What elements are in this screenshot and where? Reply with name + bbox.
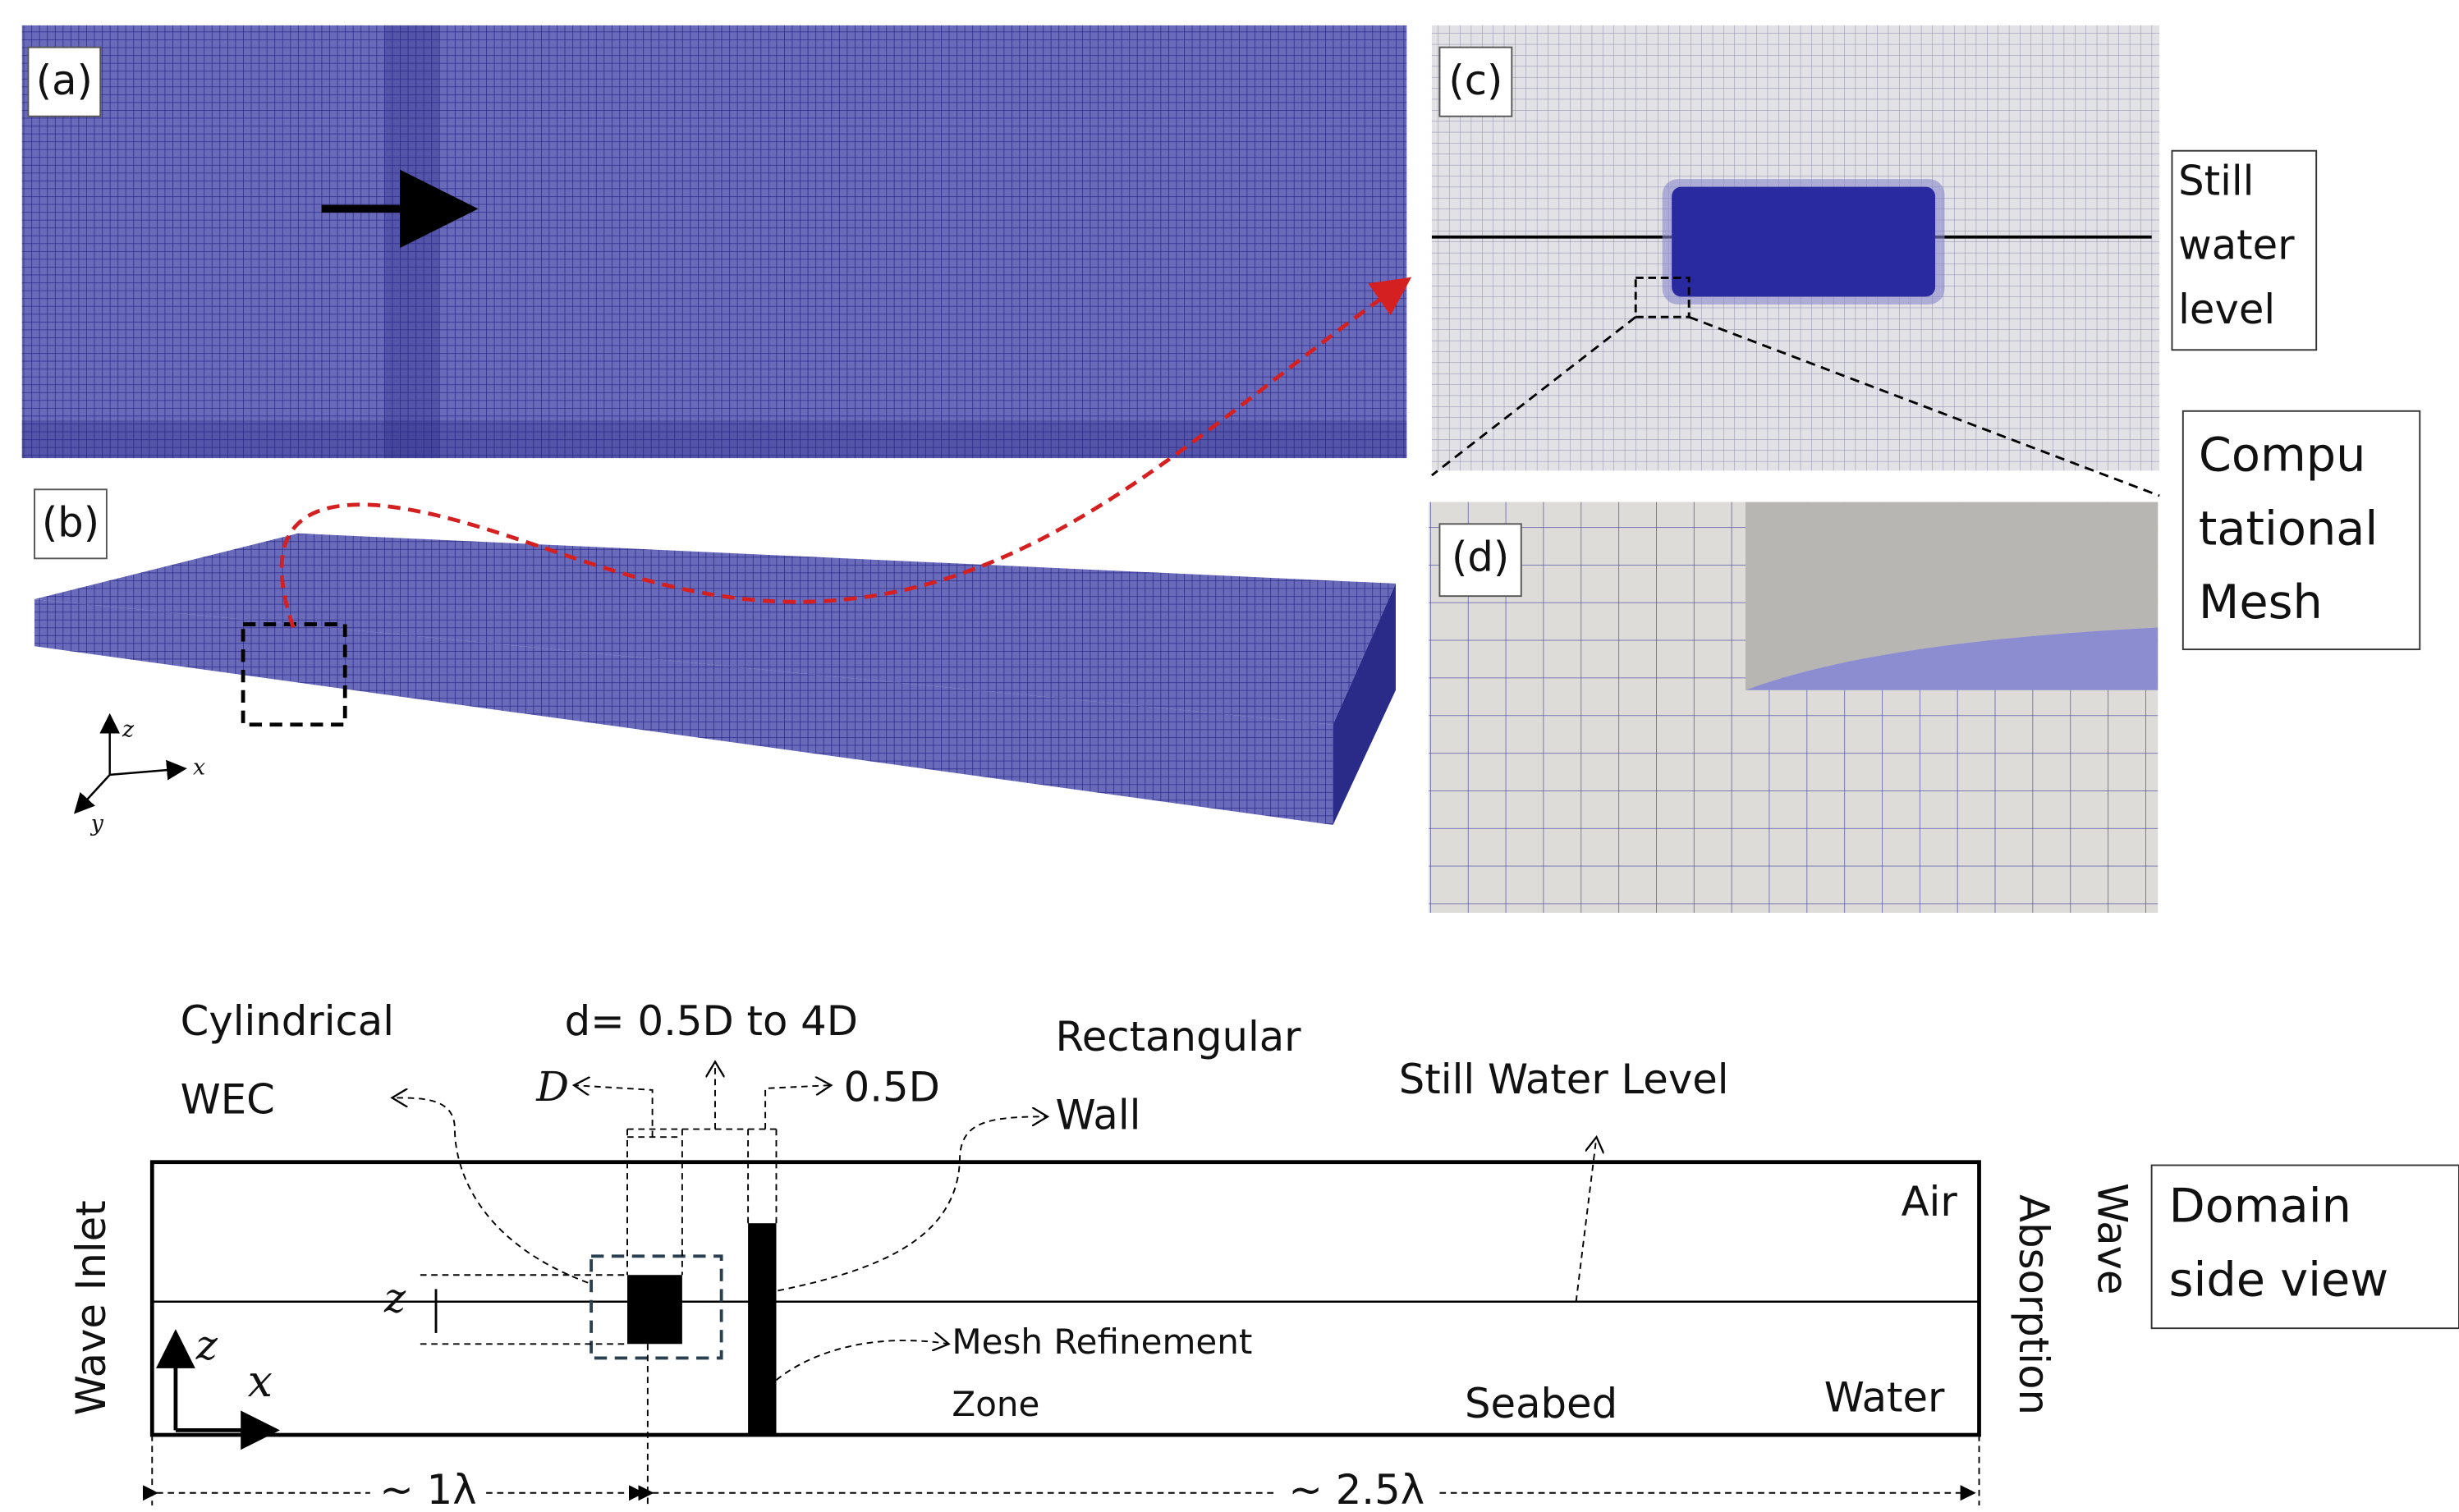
caption-line: Mesh xyxy=(2199,575,2323,630)
annotation: Water xyxy=(1824,1374,1945,1422)
annotation: Rectangular xyxy=(1055,1013,1301,1061)
wec-body xyxy=(1672,187,1935,297)
domain xyxy=(152,1162,1979,1435)
axis-label: x xyxy=(248,1355,273,1407)
figure: (a) (b) z x y (c) Still water level (d) … xyxy=(0,0,2459,1512)
panel-label: (b) xyxy=(42,499,99,547)
annotation: Wave Inlet xyxy=(67,1200,115,1415)
panel-label: (d) xyxy=(1452,534,1509,581)
annotation: Still Water Level xyxy=(1399,1056,1729,1103)
panel-label: (c) xyxy=(1448,57,1502,104)
mesh-front-view xyxy=(22,25,1407,458)
annotation: Mesh Refinement xyxy=(952,1322,1252,1362)
annotation: Wall xyxy=(1055,1092,1140,1139)
refinement-band xyxy=(384,25,439,458)
annotation: D xyxy=(535,1063,569,1111)
annotation: Cylindrical xyxy=(181,997,394,1045)
annotation: Wave xyxy=(2089,1183,2136,1294)
wec xyxy=(627,1275,682,1344)
annotation: 0.5D xyxy=(844,1063,940,1111)
annotation: WEC xyxy=(181,1076,275,1124)
annotation: Seabed xyxy=(1465,1380,1617,1427)
page: {"panels":{"a":{"label":"(a)"},"b":{"lab… xyxy=(0,0,2459,1512)
caption-line: tational xyxy=(2199,501,2378,556)
panel-label: (a) xyxy=(36,57,93,104)
annotation: Absorption xyxy=(2010,1194,2058,1415)
axis-label: z xyxy=(195,1322,218,1369)
dimension-label: ~ 1λ xyxy=(379,1466,476,1512)
dimension-label: ~ 2.5λ xyxy=(1288,1466,1424,1512)
annotation: Air xyxy=(1902,1178,1958,1226)
caption-line: level xyxy=(2178,286,2275,333)
annotation: Zone xyxy=(952,1384,1039,1424)
axis-label: y xyxy=(90,811,104,836)
caption-line: Compu xyxy=(2199,428,2366,483)
axis-label: z xyxy=(122,717,135,742)
caption-line: Still xyxy=(2178,157,2254,204)
rectangular-wall xyxy=(748,1223,776,1435)
annotation: d= 0.5D to 4D xyxy=(565,997,858,1045)
axis-label: x xyxy=(193,754,205,780)
draft-label: z xyxy=(383,1275,406,1322)
caption-line: side view xyxy=(2169,1252,2389,1307)
caption-line: water xyxy=(2178,222,2295,269)
caption-line: Domain xyxy=(2169,1179,2351,1234)
